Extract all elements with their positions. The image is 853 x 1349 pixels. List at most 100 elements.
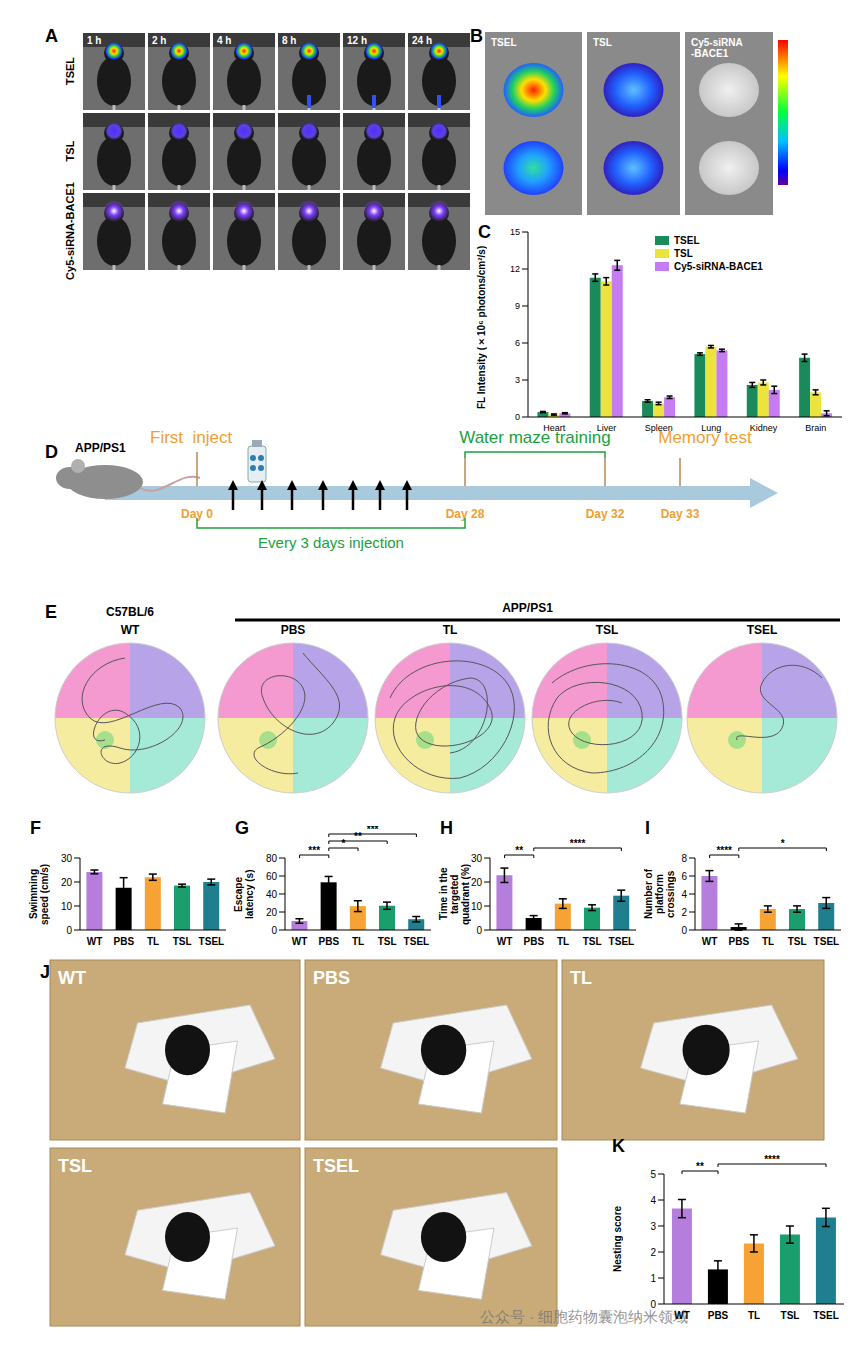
svg-text:C57BL/6: C57BL/6 <box>106 605 154 619</box>
svg-text:B: B <box>470 26 483 46</box>
svg-text:****: **** <box>570 838 586 849</box>
svg-text:**: ** <box>696 1161 704 1172</box>
svg-text:TSEL: TSEL <box>491 37 517 48</box>
svg-text:Cy5-siRNA: Cy5-siRNA <box>691 37 743 48</box>
svg-text:0: 0 <box>681 925 687 936</box>
svg-text:TSEL: TSEL <box>747 623 778 637</box>
svg-text:WT: WT <box>497 936 513 946</box>
svg-text:TL: TL <box>443 623 458 637</box>
svg-text:公众号 · 细胞药物囊泡纳米领域: 公众号 · 细胞药物囊泡纳米领域 <box>480 1308 688 1325</box>
svg-text:E: E <box>45 602 57 622</box>
svg-text:WT: WT <box>674 1310 690 1320</box>
svg-text:-BACE1: -BACE1 <box>691 48 729 59</box>
svg-text:0: 0 <box>515 412 520 422</box>
svg-text:TSEL: TSEL <box>404 936 430 946</box>
svg-text:3: 3 <box>515 375 520 385</box>
svg-text:TSL: TSL <box>593 37 612 48</box>
svg-text:A: A <box>45 26 58 46</box>
svg-text:20: 20 <box>61 877 73 888</box>
svg-text:TSL: TSL <box>596 623 619 637</box>
svg-text:TSL: TSL <box>583 936 602 946</box>
svg-text:WT: WT <box>292 936 308 946</box>
svg-text:TSEL: TSEL <box>814 936 840 946</box>
svg-text:TL: TL <box>147 936 159 946</box>
svg-text:TSEL: TSEL <box>313 1156 359 1176</box>
svg-text:*: * <box>781 838 785 849</box>
svg-text:TSEL: TSEL <box>609 936 635 946</box>
svg-text:APP/PS1: APP/PS1 <box>75 441 126 455</box>
svg-text:20: 20 <box>471 877 483 888</box>
svg-text:3: 3 <box>650 1221 656 1232</box>
svg-text:TL: TL <box>748 1310 760 1320</box>
svg-text:60: 60 <box>266 871 278 882</box>
svg-text:WT: WT <box>702 936 718 946</box>
svg-text:15: 15 <box>510 227 520 237</box>
svg-text:1: 1 <box>650 1273 656 1284</box>
svg-text:30: 30 <box>471 853 483 864</box>
svg-text:0: 0 <box>476 925 482 936</box>
svg-text:**: ** <box>515 845 523 856</box>
svg-text:***: *** <box>308 845 320 856</box>
svg-text:TL: TL <box>570 968 592 988</box>
svg-text:40: 40 <box>266 889 278 900</box>
svg-text:WT: WT <box>87 936 103 946</box>
svg-text:J: J <box>40 962 50 982</box>
svg-text:0: 0 <box>650 1299 656 1310</box>
svg-text:TSL: TSL <box>64 140 76 161</box>
svg-text:****: **** <box>716 845 732 856</box>
svg-text:12 h: 12 h <box>347 35 367 46</box>
svg-text:APP/PS1: APP/PS1 <box>502 601 553 615</box>
svg-text:D: D <box>45 442 58 462</box>
svg-text:PBS: PBS <box>524 936 545 946</box>
svg-text:4: 4 <box>650 1195 656 1206</box>
svg-text:10: 10 <box>471 901 483 912</box>
svg-text:9: 9 <box>515 301 520 311</box>
svg-text:10: 10 <box>61 901 73 912</box>
svg-text:8 h: 8 h <box>282 35 296 46</box>
svg-text:8: 8 <box>681 853 687 864</box>
svg-text:Heart: Heart <box>543 423 566 433</box>
svg-text:Day 33: Day 33 <box>661 507 700 521</box>
svg-text:TSEL: TSEL <box>199 936 225 946</box>
svg-text:Lung: Lung <box>701 423 721 433</box>
svg-text:24 h: 24 h <box>412 35 432 46</box>
svg-text:PBS: PBS <box>708 1310 729 1320</box>
svg-text:PBS: PBS <box>281 623 306 637</box>
svg-text:PBS: PBS <box>729 936 750 946</box>
svg-text:**: ** <box>354 831 362 842</box>
svg-text:0: 0 <box>271 925 277 936</box>
svg-text:WT: WT <box>121 623 140 637</box>
svg-text:2: 2 <box>650 1247 656 1258</box>
svg-text:Day 32: Day 32 <box>586 507 625 521</box>
svg-text:5: 5 <box>650 1169 656 1180</box>
svg-text:TSEL: TSEL <box>64 57 76 85</box>
svg-text:First inject: First inject <box>150 428 232 447</box>
svg-text:6: 6 <box>515 338 520 348</box>
svg-text:Liver: Liver <box>597 423 617 433</box>
svg-text:2 h: 2 h <box>152 35 166 46</box>
svg-text:Every 3 days injection: Every 3 days injection <box>258 534 404 551</box>
svg-text:12: 12 <box>510 264 520 274</box>
svg-text:Spleen: Spleen <box>645 423 673 433</box>
svg-text:20: 20 <box>266 907 278 918</box>
svg-text:4 h: 4 h <box>217 35 231 46</box>
svg-text:****: **** <box>764 1154 780 1165</box>
svg-text:TSL: TSL <box>58 1156 92 1176</box>
svg-text:Water maze training: Water maze training <box>459 428 610 447</box>
svg-text:30: 30 <box>61 853 73 864</box>
svg-text:WT: WT <box>58 968 86 988</box>
svg-text:Kidney: Kidney <box>750 423 778 433</box>
svg-text:TL: TL <box>557 936 569 946</box>
svg-text:TSL: TSL <box>378 936 397 946</box>
svg-text:TSL: TSL <box>173 936 192 946</box>
svg-text:*: * <box>341 838 345 849</box>
svg-text:PBS: PBS <box>114 936 135 946</box>
svg-text:TL: TL <box>352 936 364 946</box>
svg-text:Brain: Brain <box>805 423 826 433</box>
svg-text:0: 0 <box>66 925 72 936</box>
svg-text:TSL: TSL <box>788 936 807 946</box>
svg-text:***: *** <box>367 826 379 835</box>
svg-text:TL: TL <box>762 936 774 946</box>
svg-text:PBS: PBS <box>313 968 350 988</box>
svg-text:1 h: 1 h <box>87 35 101 46</box>
